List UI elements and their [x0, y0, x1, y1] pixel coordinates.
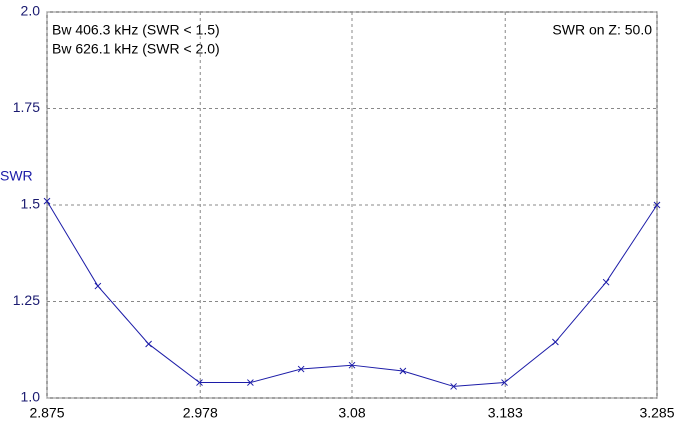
x-tick-label: 2.875 — [29, 405, 64, 421]
y-tick-label: 1.75 — [13, 99, 40, 115]
x-tick-label: 3.285 — [639, 405, 674, 421]
y-tick-label: 2.0 — [21, 3, 41, 19]
data-point — [552, 338, 559, 346]
y-tick-label: 1.5 — [21, 196, 41, 212]
data-point — [145, 340, 152, 348]
annotation: SWR on Z: 50.0 — [552, 22, 652, 38]
y-axis-label: SWR — [0, 168, 33, 184]
data-point — [399, 367, 407, 375]
data-point — [450, 383, 457, 390]
x-tick-label: 3.08 — [338, 405, 365, 421]
y-tick-label: 1.0 — [21, 389, 41, 405]
data-point — [247, 379, 254, 386]
data-point — [43, 197, 51, 205]
data-point — [348, 361, 356, 369]
y-tick-label: 1.25 — [13, 292, 40, 308]
data-point — [653, 201, 661, 209]
data-point — [297, 365, 305, 373]
data-point — [196, 379, 203, 386]
x-tick-label: 2.978 — [183, 405, 218, 421]
data-point — [94, 282, 102, 290]
annotation: Bw 406.3 kHz (SWR < 1.5) — [52, 22, 220, 38]
data-point — [501, 379, 508, 386]
annotation: Bw 626.1 kHz (SWR < 2.0) — [52, 41, 220, 57]
x-tick-label: 3.183 — [488, 405, 523, 421]
data-point — [602, 278, 610, 286]
